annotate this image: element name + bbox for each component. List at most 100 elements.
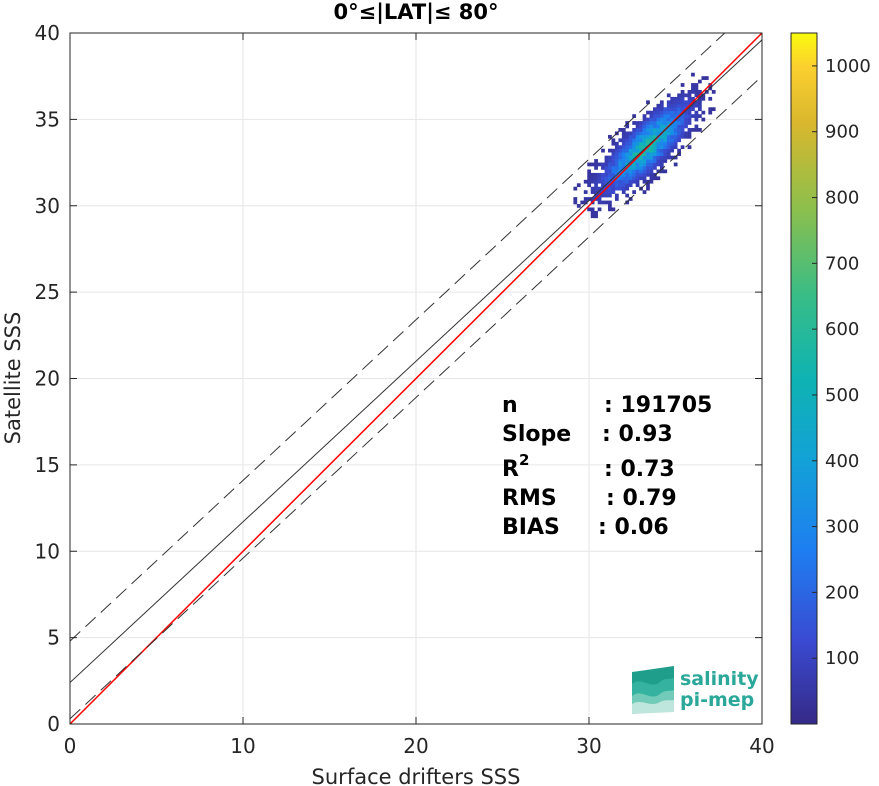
density-cell (587, 179, 592, 184)
density-cell (608, 166, 612, 170)
density-cell (653, 155, 657, 160)
density-cell (680, 134, 685, 139)
density-cell (635, 172, 640, 177)
density-cell (701, 76, 706, 80)
density-cell (691, 90, 695, 94)
logo-wave-icon (632, 666, 674, 714)
density-cell (628, 166, 633, 170)
y-tick-label: 0 (47, 712, 60, 736)
density-cell (697, 103, 702, 108)
density-cell (604, 190, 609, 194)
density-cell (621, 183, 626, 188)
density-cell (670, 128, 675, 132)
density-cell (590, 172, 595, 177)
density-cell (611, 183, 616, 188)
density-cell (659, 107, 664, 112)
density-cell (680, 131, 685, 136)
colorbar-tick-label: 600 (825, 319, 859, 340)
density-cell (691, 103, 695, 108)
density-cell (621, 131, 626, 136)
density-cell (670, 141, 675, 146)
density-cell (628, 197, 633, 201)
density-cell (590, 214, 595, 219)
density-cell (618, 176, 623, 181)
density-cell (704, 90, 709, 94)
density-cell (646, 134, 650, 139)
density-cell (673, 128, 678, 132)
density-cell (601, 179, 605, 184)
density-cell (614, 183, 619, 188)
density-cell (587, 183, 592, 188)
density-cell (573, 186, 578, 191)
density-cell (659, 145, 664, 150)
density-cell (697, 96, 702, 101)
line-fit (70, 39, 762, 683)
density-cell (666, 155, 671, 160)
density-cell (635, 162, 640, 167)
density-cell (611, 141, 616, 146)
density-cell (639, 138, 643, 143)
density-cell (653, 162, 657, 167)
density-cell (604, 179, 609, 184)
density-cell (663, 138, 668, 143)
density-cell (694, 83, 699, 87)
stat-bias-label: BIAS (502, 515, 560, 540)
density-cell (628, 134, 633, 139)
density-cell (635, 145, 640, 150)
stat-rms-label: RMS (502, 486, 557, 511)
density-cell (663, 114, 668, 118)
density-cell (663, 145, 668, 150)
density-cell (687, 145, 692, 150)
density-cell (625, 155, 630, 160)
density-cell (632, 152, 637, 156)
density-cell (687, 110, 692, 115)
logo-text-salinity: salinity (680, 668, 759, 690)
density-cell (659, 134, 664, 139)
density-cell (680, 117, 685, 122)
density-cell (694, 114, 699, 118)
density-cell (694, 93, 699, 98)
density-cell (601, 200, 605, 205)
density-cell (608, 193, 612, 198)
density-cell (687, 131, 692, 136)
density-cell (666, 145, 671, 150)
density-cell (708, 107, 713, 112)
density-cell (628, 131, 633, 136)
density-cell (677, 121, 681, 125)
density-cell (642, 176, 647, 181)
density-cell (614, 141, 619, 146)
density-cell (701, 110, 706, 115)
density-cell (594, 179, 598, 184)
density-cell (659, 128, 664, 132)
density-cell (601, 176, 605, 181)
density-cell (625, 141, 630, 146)
density-cell (677, 138, 681, 143)
colorbar (790, 32, 818, 725)
density-cell (639, 141, 643, 146)
density-cell (604, 183, 609, 188)
density-cell (694, 117, 699, 122)
density-cell (656, 107, 661, 112)
density-cell (618, 162, 623, 167)
density-cell (687, 114, 692, 118)
density-cell (604, 166, 609, 170)
density-cell (632, 172, 637, 177)
density-cell (680, 83, 685, 87)
density-cell (642, 134, 647, 139)
density-cell (649, 138, 654, 143)
density-cell (583, 200, 588, 205)
density-cell (608, 148, 612, 153)
density-cell (625, 134, 630, 139)
density-cell (594, 210, 598, 215)
density-cell (653, 131, 657, 136)
density-cell (687, 93, 692, 98)
density-cell (673, 110, 678, 115)
density-cell (670, 117, 675, 122)
density-cell (604, 193, 609, 198)
density-cell (659, 110, 664, 115)
density-cell (656, 131, 661, 136)
density-cell (628, 148, 633, 153)
density-cell (673, 138, 678, 143)
density-cell (677, 148, 681, 153)
